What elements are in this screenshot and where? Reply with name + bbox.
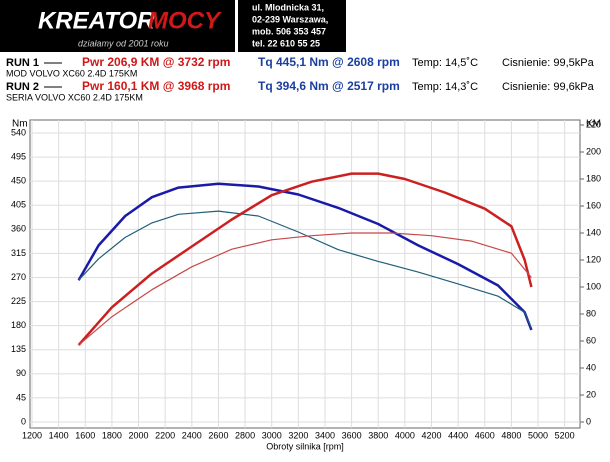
y2-tick-label: 200 [586,146,601,156]
logo-box [0,0,235,52]
y-tick-label: 495 [11,151,26,161]
y-tick-label: 540 [11,127,26,137]
run-label: RUN 2 [6,81,39,93]
y2-tick-label: 60 [586,335,596,345]
logo-right: MOCY [148,7,222,34]
y-tick-label: 360 [11,224,26,234]
y-tick-label: 0 [21,416,26,426]
run-label: RUN 1 [6,57,39,69]
x-tick-label: 3200 [288,430,308,440]
y-tick-label: 180 [11,320,26,330]
x-tick-label: 5000 [528,430,548,440]
y-tick-label: 90 [16,368,26,378]
x-tick-label: 2600 [208,430,228,440]
x-tick-label: 2200 [155,430,175,440]
y2-tick-label: 220 [586,119,601,129]
logo-left: KREATOR [38,7,155,34]
y-tick-label: 315 [11,248,26,258]
y2-tick-label: 180 [586,173,601,183]
y2-tick-label: 0 [586,416,591,426]
x-axis-label: Obroty silnika [rpm] [266,441,344,451]
address-line: tel. 22 610 55 25 [252,38,320,48]
x-tick-label: 3000 [262,430,282,440]
series-line [77,172,533,346]
x-tick-label: 1600 [75,430,95,440]
run-pressure: Cisnienie: 99,6kPa [502,81,595,93]
y2-tick-label: 20 [586,389,596,399]
y2-tick-label: 100 [586,281,601,291]
x-tick-label: 2400 [182,430,202,440]
address-line: 02-239 Warszawa, [252,14,328,24]
x-tick-label: 2800 [235,430,255,440]
x-tick-label: 3800 [368,430,388,440]
x-tick-label: 2000 [129,430,149,440]
y-tick-label: 45 [16,392,26,402]
x-tick-label: 4400 [448,430,468,440]
run-pressure: Cisnienie: 99,5kPa [502,57,595,69]
tagline: działamy od 2001 roku [78,38,169,48]
x-tick-label: 3600 [342,430,362,440]
series-line [77,182,533,331]
run-power: Pwr 206,9 KM @ 3732 rpm [82,55,230,69]
x-tick-label: 4800 [501,430,521,440]
address-line: ul. Mlodnicka 31, [252,2,324,12]
run-power: Pwr 160,1 KM @ 3968 rpm [82,79,230,93]
y-tick-label: 225 [11,296,26,306]
x-tick-label: 5200 [555,430,575,440]
run-torque: Tq 445,1 Nm @ 2608 rpm [258,55,400,69]
y2-tick-label: 160 [586,200,601,210]
x-tick-label: 1800 [102,430,122,440]
y-tick-label: 450 [11,176,26,186]
series-line [78,210,532,329]
x-tick-label: 1400 [49,430,69,440]
run-car: MOD VOLVO XC60 2.4D 175KM [6,68,137,78]
plot-frame [29,119,581,429]
y-tick-label: 270 [11,272,26,282]
y2-tick-label: 140 [586,227,601,237]
y2-tick-label: 80 [586,308,596,318]
run-torque: Tq 394,6 Nm @ 2517 rpm [258,79,400,93]
x-tick-label: 1200 [22,430,42,440]
run-car: SERIA VOLVO XC60 2.4D 175KM [6,92,143,102]
y2-tick-label: 120 [586,254,601,264]
x-tick-label: 4000 [395,430,415,440]
x-tick-label: 4600 [475,430,495,440]
x-tick-label: 4200 [421,430,441,440]
address-line: mob. 506 353 457 [252,26,326,36]
x-tick-label: 3400 [315,430,335,440]
y2-tick-label: 40 [586,362,596,372]
run-temp: Temp: 14,3˚C [412,81,478,93]
series-line [78,232,532,346]
y-tick-label: 405 [11,200,26,210]
y-tick-label: 135 [11,344,26,354]
address-box [238,0,346,52]
y2-axis-label: KM [586,119,601,130]
y-axis-label: Nm [12,119,28,130]
run-temp: Temp: 14,5˚C [412,57,478,69]
